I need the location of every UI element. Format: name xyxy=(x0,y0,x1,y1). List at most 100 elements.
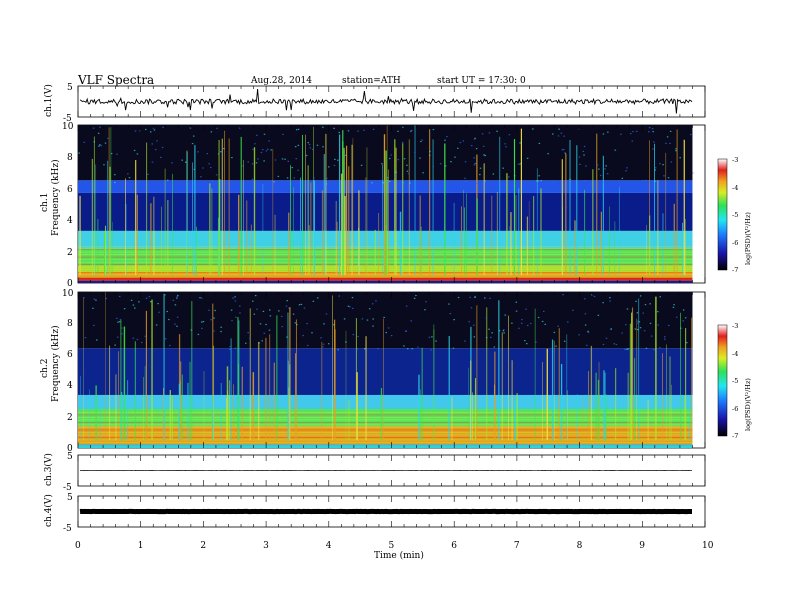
spec2-speck-111 xyxy=(164,294,166,296)
spec2-speck-99 xyxy=(234,347,237,349)
spec2-band-4 xyxy=(78,348,693,395)
spec1-speck-61 xyxy=(144,128,147,131)
spec1-speck-21 xyxy=(457,147,459,149)
spec1-speck-114 xyxy=(464,180,466,182)
spec1-speck-142 xyxy=(475,163,477,165)
spec1-speck-157 xyxy=(293,177,296,179)
spec1-speck-256 xyxy=(99,144,101,146)
spec1-speck-249 xyxy=(508,134,511,136)
spec2-speck-195 xyxy=(121,333,123,335)
spec2-speck-87 xyxy=(631,314,634,316)
spec2-speck-112 xyxy=(664,336,666,338)
spec1-speck-135 xyxy=(584,180,587,182)
spec2-speck-136 xyxy=(657,324,659,326)
spec1-speck-123 xyxy=(473,164,476,166)
spec2-speck-259 xyxy=(256,308,258,310)
spec2-speck-102 xyxy=(627,348,629,350)
spec2-speck-17 xyxy=(372,325,374,327)
spec2-speck-141 xyxy=(621,332,623,334)
spec1-speck-253 xyxy=(333,164,336,167)
spec1-speck-168 xyxy=(454,156,456,158)
spec2-speck-131 xyxy=(239,312,241,314)
spec1-speck-158 xyxy=(222,148,225,150)
spec2-speck-24 xyxy=(504,314,507,316)
ch3-ytick-bottom: -5 xyxy=(63,483,72,493)
spec2-speck-66 xyxy=(626,308,629,310)
spec2-speck-151 xyxy=(635,300,637,302)
spec1-speck-198 xyxy=(419,157,421,159)
spec1-speck-195 xyxy=(116,153,118,155)
spec1-speck-193 xyxy=(578,156,581,158)
spec1-speck-22 xyxy=(255,162,258,164)
spec2-speck-28 xyxy=(325,313,328,315)
spec2-speck-9 xyxy=(610,328,613,330)
spec1-speck-16 xyxy=(569,178,571,181)
spec2-speck-122 xyxy=(535,341,537,343)
spec1-speck-102 xyxy=(338,131,341,134)
spec1-speck-2 xyxy=(614,149,617,151)
spec1-speck-77 xyxy=(479,173,481,176)
spec2-speck-250 xyxy=(449,312,452,315)
spec1-speck-190 xyxy=(295,129,298,131)
spec1-speck-80 xyxy=(154,149,157,151)
ch1-ytick-bottom: -5 xyxy=(63,114,72,124)
spec1-speck-151 xyxy=(439,163,442,165)
spec1-speck-118 xyxy=(635,130,638,133)
spec2-speck-77 xyxy=(602,302,604,304)
spec2-speck-23 xyxy=(672,306,675,309)
spec2-speck-71 xyxy=(407,348,409,350)
spec2-speck-1 xyxy=(265,323,267,326)
cb1-label: log(PSD)(V²/Hz) xyxy=(744,212,752,265)
spec2-speck-4 xyxy=(541,320,544,323)
spec2-speck-222 xyxy=(262,310,265,313)
spec2-speck-93 xyxy=(116,336,119,338)
spec2-speck-201 xyxy=(431,336,433,338)
cb1-tick-m7: -7 xyxy=(732,266,738,274)
spec2-speck-100 xyxy=(176,325,178,327)
spec2-speck-133 xyxy=(435,340,437,342)
spec2-speck-228 xyxy=(138,301,140,303)
spec2-speck-126 xyxy=(542,310,545,313)
spec2-speck-160 xyxy=(493,346,496,348)
spec2-speck-0 xyxy=(503,332,505,334)
spec2-speck-191 xyxy=(553,331,556,334)
spec2-speck-251 xyxy=(425,301,427,303)
spec2-speck-199 xyxy=(172,299,175,301)
spec2-speck-120 xyxy=(337,349,339,351)
spec1-speck-146 xyxy=(446,135,448,138)
spec1-speck-203 xyxy=(629,132,632,135)
spec2-speck-208 xyxy=(292,313,295,315)
spec2-speck-205 xyxy=(636,328,639,331)
spec2-speck-26 xyxy=(417,346,419,348)
spec1-speck-40 xyxy=(473,138,476,140)
spec1-speck-41 xyxy=(652,131,654,133)
spec1-speck-113 xyxy=(345,154,347,156)
spec1-speck-160 xyxy=(139,130,141,132)
spec1-speck-212 xyxy=(653,141,655,143)
spec2-speck-40 xyxy=(453,319,455,321)
spec1-speck-37 xyxy=(422,172,424,174)
spec1-speck-0 xyxy=(388,180,391,183)
spec2-speck-101 xyxy=(258,342,260,344)
spec2-speck-25 xyxy=(390,334,393,337)
ch2-spectrogram-heatmap xyxy=(78,292,693,448)
spec1-speck-169 xyxy=(620,133,622,135)
spec1-ytick-10: 10 xyxy=(62,122,74,132)
spec2-speck-196 xyxy=(169,344,171,347)
spec1-speck-250 xyxy=(563,149,565,151)
spec2-speck-20 xyxy=(428,336,431,338)
ch3-axis-label: ch.3(V) xyxy=(43,453,54,486)
spec2-speck-82 xyxy=(375,300,377,302)
spec1-speck-214 xyxy=(483,154,485,156)
spec1-speck-167 xyxy=(666,136,669,138)
spec2-speck-16 xyxy=(259,323,262,325)
spec1-speck-76 xyxy=(579,163,581,165)
spec2-speck-180 xyxy=(208,309,210,311)
spec1-speck-242 xyxy=(381,163,383,165)
spec2-speck-53 xyxy=(190,329,193,331)
spec1-speck-200 xyxy=(420,140,422,143)
spec1-speck-209 xyxy=(406,164,408,166)
spec1-speck-178 xyxy=(393,176,396,178)
spec1-speck-173 xyxy=(675,150,677,152)
